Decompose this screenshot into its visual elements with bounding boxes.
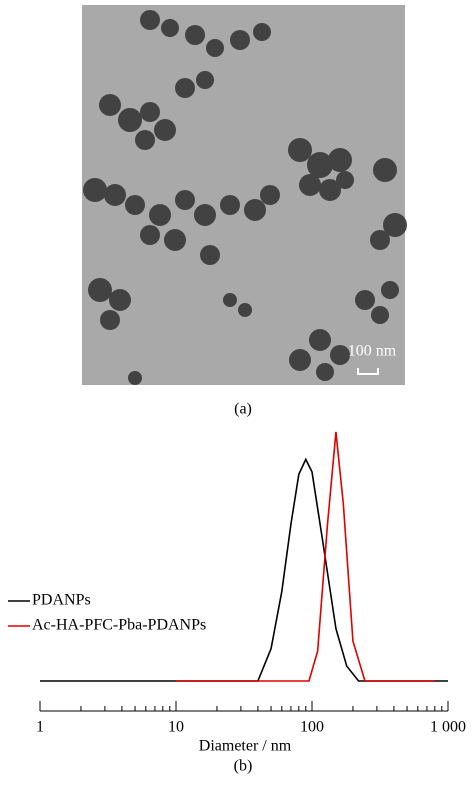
x-axis-label: Diameter / nm <box>199 738 292 755</box>
figure: 100 nm (a) Diameter / nm (b) 1 10 100 1 000… <box>0 0 475 785</box>
data-line <box>176 432 435 681</box>
legend-label: Ac-HA-PFC-Pba-PDANPs <box>32 617 206 634</box>
x-tick-label: 1 <box>36 719 44 736</box>
x-tick-label: 1 000 <box>430 719 466 736</box>
caption: (b) <box>234 758 253 775</box>
scale-bar-label: 100 nm <box>348 343 397 360</box>
caption: (a) <box>234 401 252 418</box>
x-tick-label: 10 <box>168 719 184 736</box>
legend-label: PDANPs <box>32 592 91 609</box>
tem-image: 100 nm <box>82 5 407 385</box>
x-tick-label: 100 <box>300 719 324 736</box>
page: 100 nm (a) Diameter / nm (b) 1 10 100 1 000… <box>0 0 475 785</box>
data-line <box>40 459 448 681</box>
